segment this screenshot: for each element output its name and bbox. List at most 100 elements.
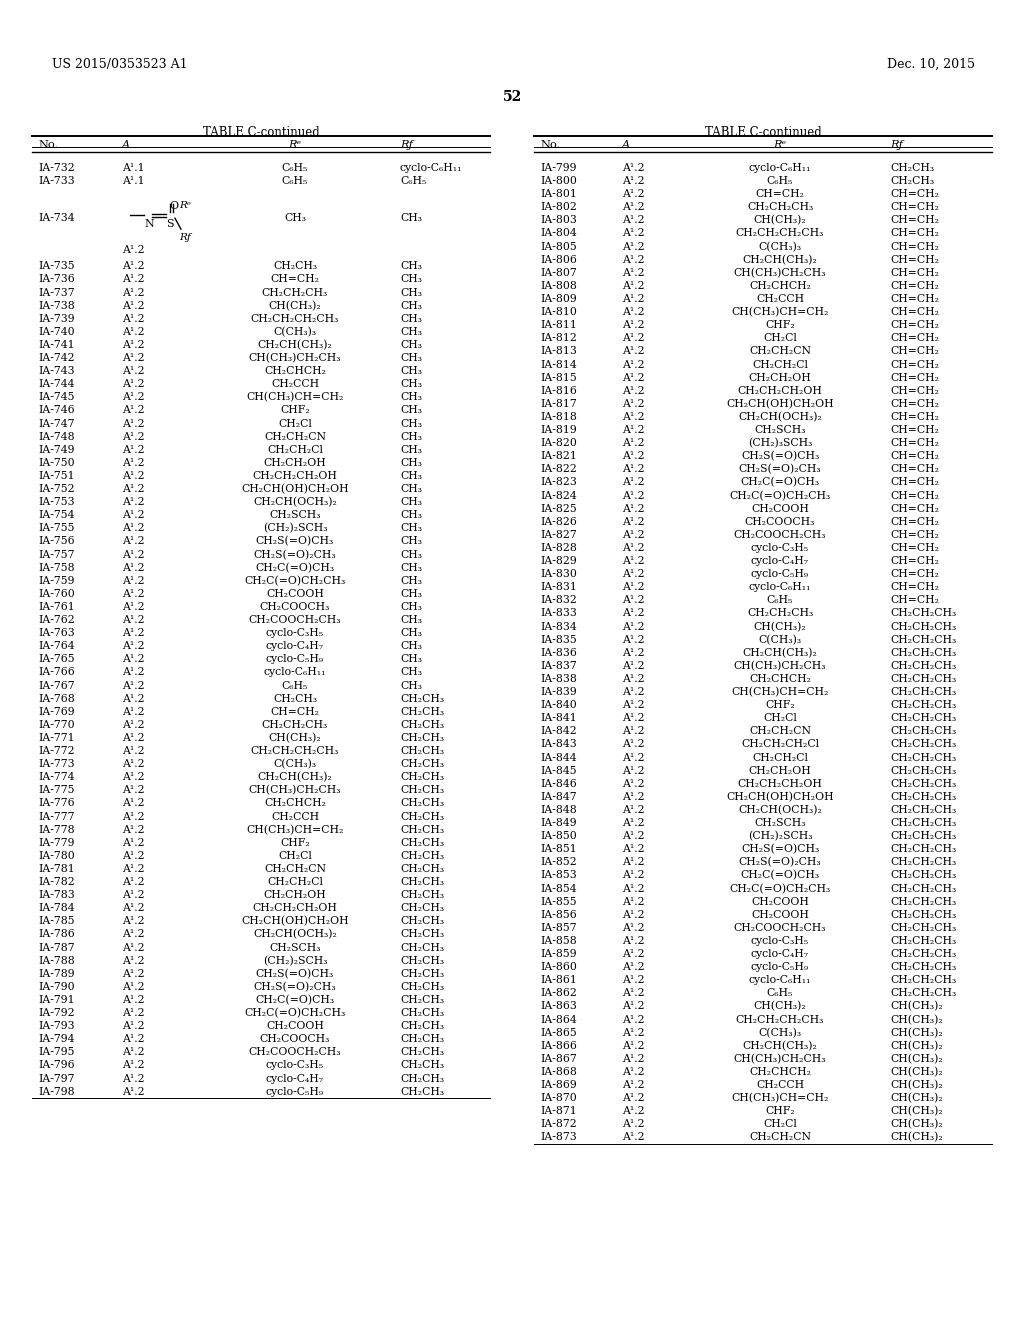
Text: CH=CH₂: CH=CH₂ (890, 543, 939, 553)
Text: A¹.2: A¹.2 (122, 615, 144, 624)
Text: CH₃: CH₃ (400, 484, 422, 494)
Text: A¹.2: A¹.2 (622, 832, 645, 841)
Text: cyclo-C₅H₉: cyclo-C₅H₉ (266, 655, 324, 664)
Text: (CH₂)₂SCH₃: (CH₂)₂SCH₃ (263, 956, 328, 966)
Text: TABLE C-continued: TABLE C-continued (705, 125, 821, 139)
Text: CH₃: CH₃ (400, 668, 422, 677)
Text: CH₃: CH₃ (400, 392, 422, 403)
Text: IA-867: IA-867 (540, 1053, 577, 1064)
Text: CH₂CH₃: CH₂CH₃ (400, 1047, 444, 1057)
Text: CH₂CH(OCH₃)₂: CH₂CH(OCH₃)₂ (738, 412, 822, 422)
Text: CH₂CH₃: CH₂CH₃ (400, 929, 444, 940)
Text: CH₂C(=O)CH₂CH₃: CH₂C(=O)CH₂CH₃ (729, 491, 830, 500)
Text: IA-752: IA-752 (38, 484, 75, 494)
Text: IA-755: IA-755 (38, 523, 75, 533)
Text: CH₂COOH: CH₂COOH (751, 504, 809, 513)
Text: A¹.2: A¹.2 (622, 1002, 645, 1011)
Text: CH₃: CH₃ (400, 536, 422, 546)
Text: CH₂CH(OH)CH₂OH: CH₂CH(OH)CH₂OH (242, 484, 349, 494)
Text: A¹.2: A¹.2 (622, 504, 645, 513)
Text: cyclo-C₅H₉: cyclo-C₅H₉ (751, 569, 809, 579)
Text: IA-827: IA-827 (540, 529, 577, 540)
Text: CH₂Cl: CH₂Cl (763, 334, 797, 343)
Text: C₆H₅: C₆H₅ (767, 176, 794, 186)
Text: A¹.2: A¹.2 (122, 772, 144, 783)
Text: A¹.2: A¹.2 (622, 700, 645, 710)
Text: IA-859: IA-859 (540, 949, 577, 960)
Text: A¹.2: A¹.2 (122, 982, 144, 991)
Text: S: S (166, 219, 174, 230)
Text: IA-807: IA-807 (540, 268, 577, 277)
Text: IA-740: IA-740 (38, 327, 75, 337)
Text: N: N (144, 219, 154, 230)
Text: A¹.2: A¹.2 (122, 288, 144, 297)
Text: A¹.2: A¹.2 (122, 1034, 144, 1044)
Text: IA-835: IA-835 (540, 635, 577, 644)
Text: IA-829: IA-829 (540, 556, 577, 566)
Text: CH(CH₃)CH₂CH₃: CH(CH₃)CH₂CH₃ (734, 268, 826, 279)
Text: IA-777: IA-777 (38, 812, 75, 821)
Text: Rᵉ: Rᵉ (179, 201, 190, 210)
Text: A¹.2: A¹.2 (122, 903, 144, 913)
Text: CH=CH₂: CH=CH₂ (890, 255, 939, 265)
Text: A¹.2: A¹.2 (122, 366, 144, 376)
Text: IA-743: IA-743 (38, 366, 75, 376)
Text: C(CH₃)₃: C(CH₃)₃ (273, 759, 316, 770)
Text: A¹.2: A¹.2 (122, 942, 144, 953)
Text: CH₂CH₃: CH₂CH₃ (400, 863, 444, 874)
Text: CH₂CH₃: CH₂CH₃ (890, 162, 934, 173)
Text: IA-844: IA-844 (540, 752, 577, 763)
Text: CH(CH₃)₂: CH(CH₃)₂ (890, 1093, 943, 1104)
Text: CH₂COOCH₂CH₃: CH₂COOCH₂CH₃ (734, 923, 826, 933)
Text: A¹.2: A¹.2 (622, 1015, 645, 1024)
Text: CH₂COOCH₂CH₃: CH₂COOCH₂CH₃ (249, 615, 341, 624)
Text: A¹.2: A¹.2 (122, 379, 144, 389)
Text: IA-853: IA-853 (540, 870, 577, 880)
Text: CH₂CH₃: CH₂CH₃ (400, 759, 444, 770)
Text: IA-831: IA-831 (540, 582, 577, 593)
Text: CHF₂: CHF₂ (281, 838, 310, 847)
Text: CH₂CH₂CH₃: CH₂CH₂CH₃ (890, 949, 956, 960)
Text: CH₂CH(CH₃)₂: CH₂CH(CH₃)₂ (742, 255, 817, 265)
Text: A¹.2: A¹.2 (622, 1119, 645, 1130)
Text: CH=CH₂: CH=CH₂ (890, 399, 939, 409)
Text: CH₂CH₂CN: CH₂CH₂CN (264, 863, 326, 874)
Text: CH₂CH₂CH₃: CH₂CH₂CH₃ (890, 779, 956, 789)
Text: CHF₂: CHF₂ (765, 321, 795, 330)
Text: CH₃: CH₃ (400, 458, 422, 467)
Text: A¹.1: A¹.1 (122, 176, 144, 186)
Text: Rƒ: Rƒ (400, 140, 413, 150)
Text: Dec. 10, 2015: Dec. 10, 2015 (887, 58, 975, 71)
Text: A¹.2: A¹.2 (622, 609, 645, 618)
Text: CH₃: CH₃ (400, 352, 422, 363)
Text: CH₂CH₃: CH₂CH₃ (400, 719, 444, 730)
Text: IA-760: IA-760 (38, 589, 75, 599)
Text: IA-793: IA-793 (38, 1022, 75, 1031)
Text: CH₂CCH: CH₂CCH (756, 294, 804, 304)
Text: A¹.2: A¹.2 (622, 176, 645, 186)
Text: CH₂CH₂CH₃: CH₂CH₂CH₃ (890, 661, 956, 671)
Text: A¹.2: A¹.2 (622, 189, 645, 199)
Text: CH₃: CH₃ (400, 445, 422, 454)
Text: No.: No. (38, 140, 58, 150)
Text: cyclo-C₄H₇: cyclo-C₄H₇ (266, 1073, 324, 1084)
Text: CH₃: CH₃ (400, 366, 422, 376)
Text: IA-808: IA-808 (540, 281, 577, 290)
Text: IA-775: IA-775 (38, 785, 75, 796)
Text: CH₃: CH₃ (400, 602, 422, 612)
Text: CH₂SCH₃: CH₂SCH₃ (755, 425, 806, 436)
Text: A¹.2: A¹.2 (122, 1086, 144, 1097)
Text: CH₂CH₂CH₃: CH₂CH₂CH₃ (890, 766, 956, 776)
Text: IA-862: IA-862 (540, 989, 577, 998)
Text: CH₂Cl: CH₂Cl (763, 1119, 797, 1130)
Text: IA-792: IA-792 (38, 1008, 75, 1018)
Text: CH₂CH₃: CH₂CH₃ (400, 772, 444, 783)
Text: CH₂CH₂CH₃: CH₂CH₂CH₃ (890, 962, 956, 972)
Text: CH₃: CH₃ (400, 655, 422, 664)
Text: IA-761: IA-761 (38, 602, 75, 612)
Text: CH₂CH₂OH: CH₂CH₂OH (263, 458, 327, 467)
Text: CH(CH₃)CH=CH₂: CH(CH₃)CH=CH₂ (731, 1093, 828, 1104)
Text: TABLE C-continued: TABLE C-continued (203, 125, 319, 139)
Text: CH(CH₃)CH=CH₂: CH(CH₃)CH=CH₂ (731, 686, 828, 697)
Text: CH(CH₃)₂: CH(CH₃)₂ (890, 1040, 943, 1051)
